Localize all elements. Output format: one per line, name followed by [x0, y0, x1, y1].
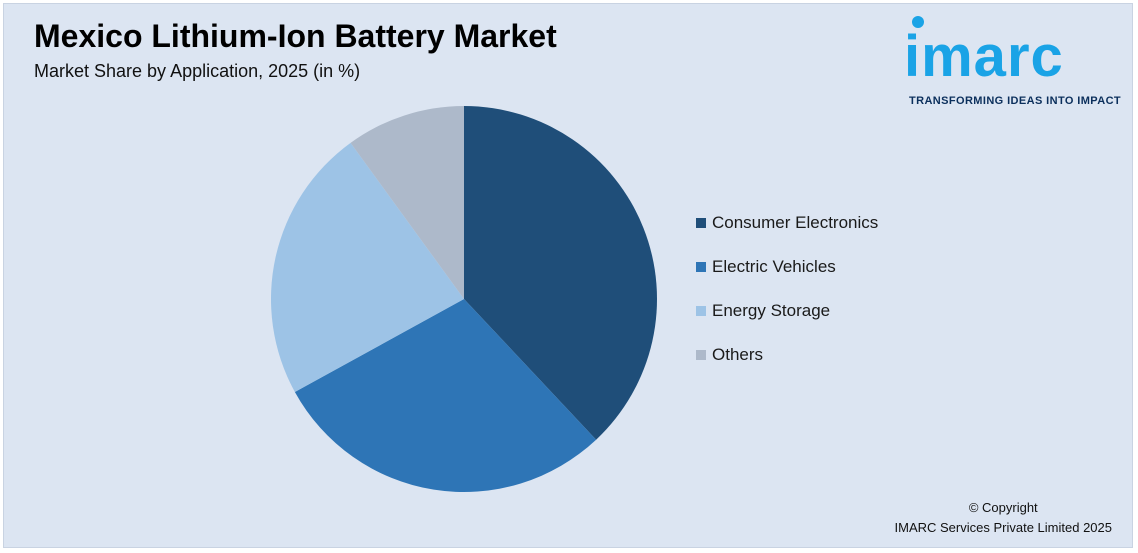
- legend-label: Energy Storage: [712, 301, 831, 320]
- pie-slice-energy-storage: [270, 142, 464, 392]
- legend-item-others: Others: [696, 333, 878, 377]
- imarc-logo: imarc TRANSFORMING IDEAS INTO IMPACT: [904, 14, 1124, 114]
- legend-item-consumer-electronics: Consumer Electronics: [696, 201, 878, 245]
- legend-swatch: [696, 262, 706, 272]
- copyright-line-1: © Copyright: [968, 500, 1038, 515]
- legend-swatch: [696, 306, 706, 316]
- legend-swatch: [696, 350, 706, 360]
- copyright-notice: © Copyright IMARC Services Private Limit…: [895, 498, 1112, 538]
- chart-legend: Consumer Electronics Electric Vehicles E…: [696, 201, 878, 377]
- pie-chart: [270, 106, 658, 493]
- chart-frame: Mexico Lithium-Ion Battery Market Market…: [3, 3, 1133, 548]
- pie-slice-consumer-electronics: [464, 106, 658, 440]
- legend-label: Consumer Electronics: [712, 213, 879, 232]
- legend-label: Electric Vehicles: [712, 257, 836, 276]
- legend-item-electric-vehicles: Electric Vehicles: [696, 245, 878, 289]
- logo-dot: [912, 16, 924, 28]
- pie-slice-electric-vehicles: [294, 299, 597, 493]
- legend-item-energy-storage: Energy Storage: [696, 289, 878, 333]
- chart-subtitle: Market Share by Application, 2025 (in %): [34, 61, 361, 81]
- copyright-line-2: IMARC Services Private Limited 2025: [894, 520, 1112, 535]
- legend-swatch: [696, 218, 706, 228]
- pie-slice-others: [350, 106, 464, 299]
- legend-label: Others: [712, 345, 764, 364]
- logo-wordmark: imarc: [904, 24, 1064, 89]
- logo-tagline: TRANSFORMING IDEAS INTO IMPACT: [909, 95, 1122, 107]
- chart-title: Mexico Lithium-Ion Battery Market: [34, 18, 557, 54]
